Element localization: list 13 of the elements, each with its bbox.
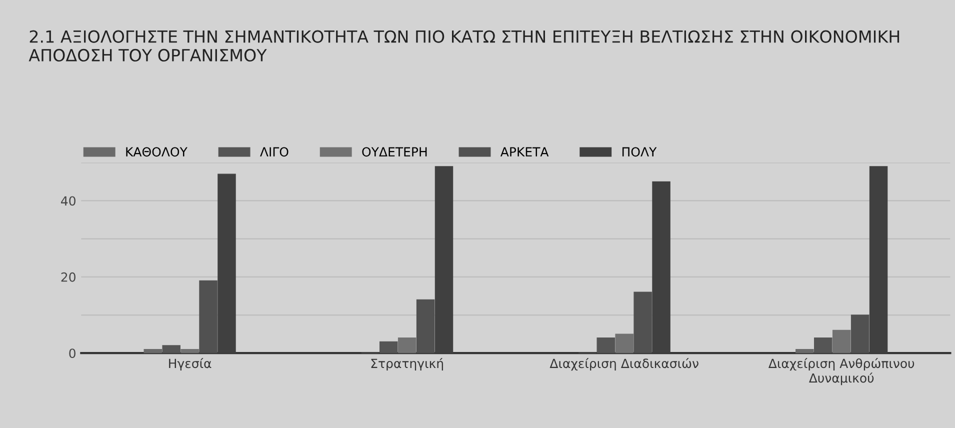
x-tick-label: Διαχείριση Ανθρώπινου Δυναμικού <box>768 358 914 386</box>
y-tick-label: 0 <box>69 348 76 358</box>
y-tick-label: 40 <box>61 196 76 206</box>
chart-title: 2.1 ΑΞΙΟΛΟΓΗΣΤΕ ΤΗΝ ΣΗΜΑΝΤΙΚΟΤΗΤΑ ΤΩΝ ΠΙΟ ΚΑΤΩ ΣΤΗΝ ΕΠΙΤΕΥΞΗ ΒΕΛΤΙΩΣΗΣ ΣΤΗΝ ΟΙΚΟΝΟΜΙΚΗ ΑΠΟΔΟΣΗ ΤΟΥ ΟΡΓΑΝΙΣΜΟΥ <box>28 30 900 62</box>
legend-label: ΠΟΛΥ <box>622 147 657 157</box>
legend-label: ΛΙΓΟ <box>260 147 288 157</box>
x-tick-label: Ηγεσία <box>169 358 212 371</box>
x-tick-label: Διαχείριση Διαδικασιών <box>550 358 698 371</box>
y-tick-label: 20 <box>61 272 76 282</box>
x-tick-label: Στρατηγική <box>371 358 443 371</box>
legend-label: ΟΥΔΕΤΕΡΗ <box>362 147 427 157</box>
legend-label: ΑΡΚΕΤΑ <box>500 147 549 156</box>
legend-label: ΚΑΘΟΛΟΥ <box>126 147 188 157</box>
